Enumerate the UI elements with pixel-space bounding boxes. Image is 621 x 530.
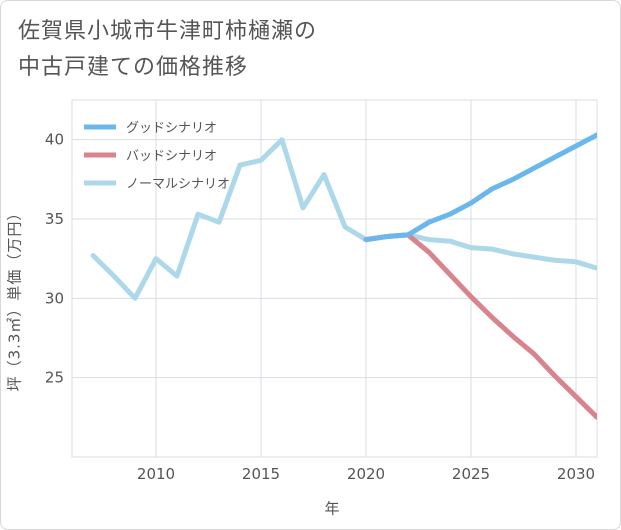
- x-tick-label: 2020: [347, 465, 385, 483]
- legend-label: グッドシナリオ: [126, 121, 217, 136]
- y-tick-label: 35: [45, 210, 64, 228]
- series-line-good: [363, 132, 597, 243]
- x-tick-label: 2025: [452, 465, 490, 483]
- x-tick-label: 2030: [557, 465, 595, 483]
- title-line-1: 佐賀県小城市牛津町柿樋瀬の: [18, 19, 318, 44]
- y-tick-label: 25: [45, 369, 64, 387]
- title-line-2: 中古戸建ての価格推移: [18, 55, 249, 80]
- series-line-normal: [90, 137, 597, 301]
- x-tick-label: 2010: [137, 465, 175, 483]
- page-title: 佐賀県小城市牛津町柿樋瀬の 中古戸建ての価格推移: [18, 14, 317, 86]
- x-tick-label: 2015: [242, 465, 280, 483]
- y-axis-label: 坪（3.3㎡）単価（万円）: [5, 204, 24, 392]
- y-tick-label: 30: [45, 289, 64, 307]
- x-axis-label: 年: [324, 499, 340, 518]
- plot-area: [71, 99, 598, 458]
- legend-label: バッドシナリオ: [126, 149, 217, 164]
- y-tick-label: 40: [45, 131, 64, 149]
- legend-label: ノーマルシナリオ: [126, 177, 230, 192]
